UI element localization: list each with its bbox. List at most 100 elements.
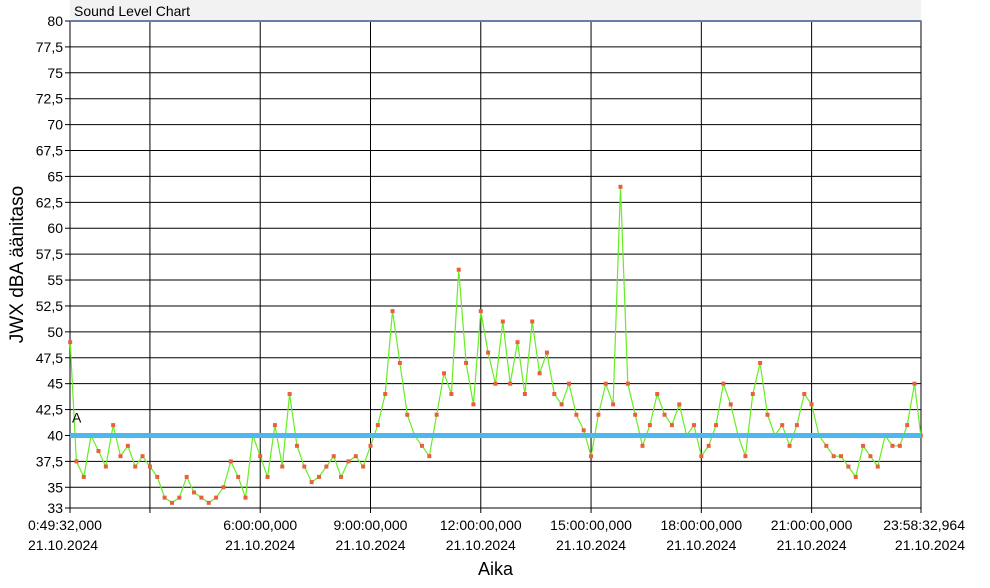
y-tick-label: 50 (47, 324, 63, 340)
y-tick-label: 57,5 (36, 246, 63, 262)
data-point (728, 402, 733, 407)
x-tick-label-time: 6:00:00,000 (223, 517, 297, 533)
data-point (611, 402, 616, 407)
data-point (897, 443, 902, 448)
data-point (905, 423, 910, 428)
data-point (839, 454, 844, 459)
y-tick-label: 75 (47, 65, 63, 81)
y-tick-label: 47,5 (36, 350, 63, 366)
data-point (309, 480, 314, 485)
data-point (192, 490, 197, 495)
y-axis-ticks: 33 35 37,5 40 42,5 45 47,5 50 52,5 55 57,5 60 62,5 65… (36, 13, 70, 516)
data-point (596, 412, 601, 417)
data-point (493, 381, 498, 386)
data-point (199, 495, 204, 500)
data-point (353, 454, 358, 459)
data-point (287, 392, 292, 397)
data-point (214, 495, 219, 500)
data-point (317, 474, 322, 479)
data-point (383, 392, 388, 397)
x-tick-label-date: 21.10.2024 (225, 537, 295, 553)
data-point (662, 412, 667, 417)
data-point (574, 412, 579, 417)
data-point (508, 381, 513, 386)
x-tick-label-time: 9:00:00,000 (334, 517, 408, 533)
data-point (265, 474, 270, 479)
y-tick-label: 42,5 (36, 402, 63, 418)
data-point (258, 454, 263, 459)
data-point (162, 495, 167, 500)
data-point (912, 381, 917, 386)
data-point (397, 360, 402, 365)
x-tick-label-date: 21.10.2024 (556, 537, 626, 553)
data-point (890, 443, 895, 448)
data-point (647, 423, 652, 428)
data-point (603, 381, 608, 386)
data-point (125, 443, 130, 448)
data-point (677, 402, 682, 407)
data-point (831, 454, 836, 459)
data-point (177, 495, 182, 500)
data-point (169, 500, 174, 505)
y-tick-label: 72,5 (36, 91, 63, 107)
data-point (111, 423, 116, 428)
x-tick-label-time: 0:49:32,000 (28, 517, 102, 533)
x-tick-label-time: 12:00:00,000 (440, 517, 522, 533)
y-tick-label: 45 (47, 376, 63, 392)
data-point (221, 485, 226, 490)
data-point (464, 360, 469, 365)
data-point (339, 474, 344, 479)
chart-title: Sound Level Chart (74, 3, 190, 19)
data-point (427, 454, 432, 459)
data-point (765, 412, 770, 417)
data-point (875, 464, 880, 469)
data-point (206, 500, 211, 505)
data-point (449, 392, 454, 397)
y-tick-label: 65 (47, 168, 63, 184)
data-point (478, 309, 483, 314)
data-point (780, 423, 785, 428)
y-tick-label: 52,5 (36, 298, 63, 314)
data-point (655, 392, 660, 397)
data-point (589, 454, 594, 459)
data-point (530, 319, 535, 324)
data-point (625, 381, 630, 386)
data-point (390, 309, 395, 314)
title-band (70, 0, 921, 21)
data-point (515, 340, 520, 345)
data-point (147, 464, 152, 469)
y-tick-label: 33 (47, 500, 63, 516)
data-point (699, 454, 704, 459)
data-point (272, 423, 277, 428)
data-point (419, 443, 424, 448)
data-point (471, 402, 476, 407)
data-point (618, 184, 623, 189)
data-point (302, 464, 307, 469)
data-point (228, 459, 233, 464)
data-point (787, 443, 792, 448)
data-point (375, 423, 380, 428)
data-point (559, 402, 564, 407)
x-tick-label-time: 21:00:00,000 (771, 517, 853, 533)
data-point (442, 371, 447, 376)
y-tick-label: 62,5 (36, 194, 63, 210)
y-tick-label: 80 (47, 13, 63, 29)
data-point (486, 350, 491, 355)
x-tick-label-date: 21.10.2024 (446, 537, 516, 553)
x-tick-label-date: 21.10.2024 (666, 537, 736, 553)
y-tick-label: 67,5 (36, 143, 63, 159)
data-point (809, 402, 814, 407)
data-point (96, 449, 101, 454)
data-point (405, 412, 410, 417)
data-point (566, 381, 571, 386)
data-point (721, 381, 726, 386)
data-point (434, 412, 439, 417)
data-point (184, 474, 189, 479)
data-point (361, 464, 366, 469)
x-tick-label-date: 21.10.2024 (895, 537, 965, 553)
data-point (68, 340, 73, 345)
data-point (81, 474, 86, 479)
y-tick-label: 60 (47, 220, 63, 236)
data-point (581, 428, 586, 433)
data-point (243, 495, 248, 500)
